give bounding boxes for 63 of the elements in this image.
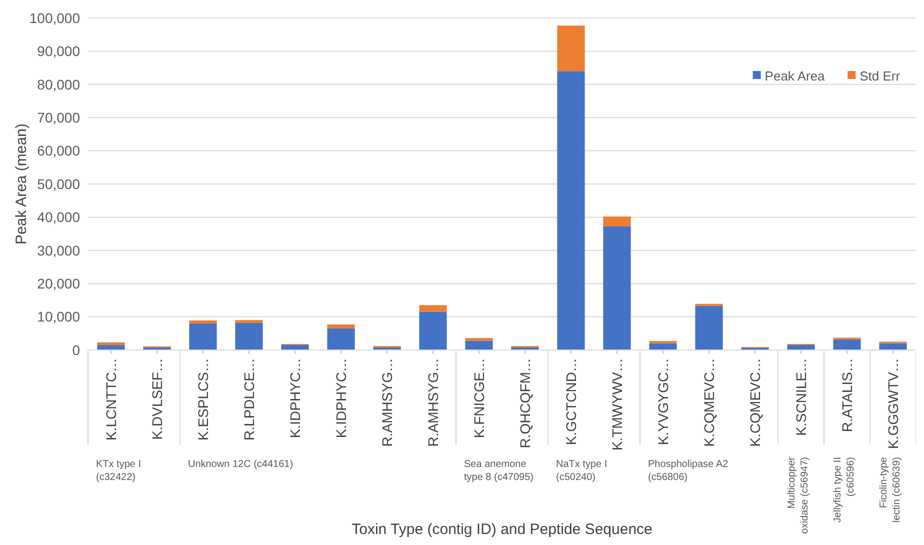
bar bbox=[603, 216, 631, 226]
bar bbox=[327, 324, 355, 328]
y-tick-label: 10,000 bbox=[37, 308, 80, 325]
bar bbox=[787, 345, 815, 350]
text: Multicopper oxidase (c56947) bbox=[786, 456, 810, 534]
y-tick-label: 50,000 bbox=[37, 176, 80, 192]
bar bbox=[327, 328, 355, 350]
x-tick-label: K.CQMEVC… bbox=[700, 358, 717, 447]
y-tick-label: 60,000 bbox=[37, 142, 80, 159]
bar bbox=[695, 306, 723, 350]
y-tick-label: 70,000 bbox=[37, 110, 80, 126]
bar bbox=[465, 340, 493, 350]
bar bbox=[557, 26, 585, 72]
bar bbox=[281, 345, 309, 350]
text: Unknown 12C (c44161) bbox=[188, 459, 294, 470]
legend-label: Std Err bbox=[860, 68, 901, 84]
y-axis-title: Peak Area (mean) bbox=[13, 124, 30, 244]
text: Ficolin-type lectin (c60639) bbox=[878, 456, 902, 523]
bar bbox=[603, 226, 631, 350]
bar bbox=[189, 320, 217, 324]
bar bbox=[557, 71, 585, 350]
text: KTx type I (c32422) bbox=[96, 459, 142, 483]
bar bbox=[189, 323, 217, 350]
x-tick-label: K.GGGWTV… bbox=[884, 358, 901, 449]
x-tick-label: K.YVGYGC… bbox=[654, 358, 671, 446]
legend-label: Peak Area bbox=[764, 68, 826, 84]
x-tick-label: K.CQMEVC… bbox=[746, 358, 763, 447]
bar bbox=[649, 343, 677, 350]
x-tick-label: K.SCNILE… bbox=[792, 358, 809, 436]
bar bbox=[235, 320, 263, 323]
bar bbox=[419, 305, 447, 312]
text: Sea anemone type 8 (c47095) bbox=[464, 459, 534, 483]
x-tick-label: K.TMWYWV… bbox=[608, 358, 625, 451]
y-tick-label: 40,000 bbox=[37, 209, 80, 226]
x-tick-label: R.AMHSYG… bbox=[378, 358, 395, 447]
x-tick-label: R.ATALIS… bbox=[838, 358, 855, 432]
x-tick-label: K.LCNTTC… bbox=[102, 358, 119, 440]
x-tick-label: R.QHCQFM… bbox=[516, 358, 533, 448]
x-tick-label: K.GCTCND… bbox=[562, 358, 579, 446]
y-tick-label: 90,000 bbox=[37, 43, 80, 60]
x-tick-label: K.IDPHYC… bbox=[332, 358, 349, 438]
text: NaTx type I (c50240) bbox=[556, 459, 608, 483]
x-tick-label: R.LPDLCE… bbox=[240, 358, 257, 440]
bar bbox=[97, 345, 125, 350]
y-tick-label: 20,000 bbox=[37, 276, 80, 292]
x-tick-label: K.IDPHYC… bbox=[286, 358, 303, 438]
bar bbox=[879, 343, 907, 350]
bar bbox=[235, 322, 263, 350]
x-tick-label: K.FNICGE… bbox=[470, 358, 487, 438]
bar bbox=[97, 342, 125, 346]
bar bbox=[419, 312, 447, 350]
x-tick-label: K.DVLSEF… bbox=[148, 358, 165, 440]
bar bbox=[833, 339, 861, 350]
y-tick-label: 30,000 bbox=[37, 242, 80, 258]
y-tick-label: 80,000 bbox=[37, 76, 80, 92]
bar bbox=[465, 338, 493, 341]
x-axis-title: Toxin Type (contig ID) and Peptide Sequence bbox=[352, 521, 652, 538]
x-tick-label: R.AMHSYG… bbox=[424, 358, 441, 447]
y-tick-label: 100,000 bbox=[29, 10, 80, 26]
y-tick-label: 0 bbox=[72, 342, 80, 358]
text: Jellyfish type II (c60596) bbox=[832, 457, 856, 523]
x-tick-label: K.ESPLCS… bbox=[194, 358, 211, 440]
text: Phospholipase A2 (c56806) bbox=[648, 459, 728, 483]
